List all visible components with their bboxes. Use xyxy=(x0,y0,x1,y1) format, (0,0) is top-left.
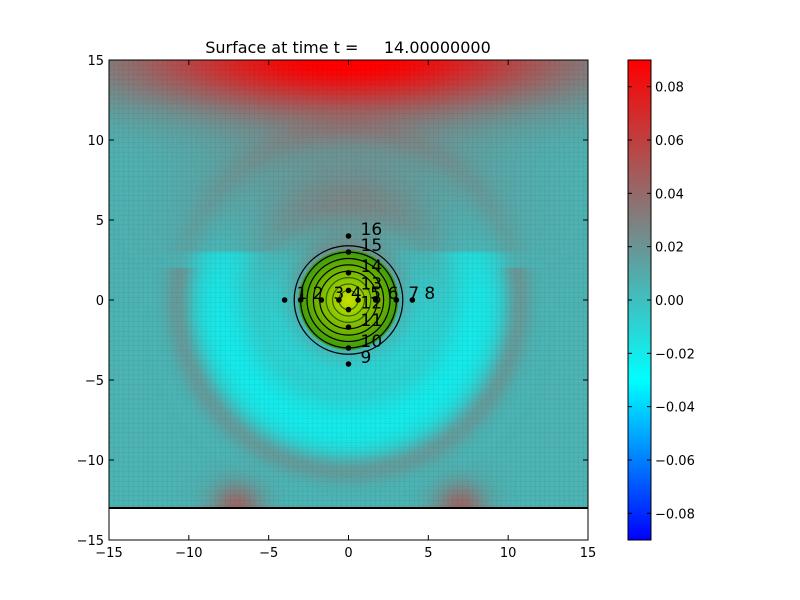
gauge-marker xyxy=(372,297,379,303)
y-tick-label: −5 xyxy=(85,374,104,389)
gauge-label: 11 xyxy=(361,311,383,331)
colorbar-tick-label: 0.04 xyxy=(655,187,684,202)
gauge-marker xyxy=(345,270,352,276)
gauge-label: 8 xyxy=(424,284,435,304)
gauge-label: 9 xyxy=(361,348,372,368)
gauge-label: 7 xyxy=(408,284,419,304)
gauge-label: 5 xyxy=(370,284,381,304)
colorbar-tick-label: 0.06 xyxy=(655,134,684,149)
chart-title: Surface at time t = 14.00000000 xyxy=(205,38,491,57)
contour-line xyxy=(325,277,372,323)
gauge-label: 12 xyxy=(361,294,383,314)
gauge-marker xyxy=(345,306,352,313)
gauge-marker xyxy=(336,297,342,303)
gauge-label: 16 xyxy=(361,220,383,240)
gauge-marker xyxy=(409,297,416,303)
colorbar-tick-label: −0.06 xyxy=(655,454,695,469)
contour-line xyxy=(306,257,391,343)
contour-line xyxy=(331,283,366,317)
x-tick-label: 10 xyxy=(500,546,517,561)
y-tick-label: −15 xyxy=(77,534,104,549)
gauge-label: 13 xyxy=(361,274,383,294)
contour-line xyxy=(293,245,404,355)
y-tick-label: 5 xyxy=(96,214,104,229)
x-tick-label: 15 xyxy=(580,546,597,561)
gauge-marker xyxy=(318,297,325,303)
colorbar-scale xyxy=(628,60,651,540)
gauge-marker xyxy=(345,324,352,331)
colorbar-tick-label: −0.04 xyxy=(655,401,695,416)
colorbar-axis: 0.08 0.06 0.04 0.02 0.00 −0.02 −0.04 −0.06 −0.08 xyxy=(628,81,695,522)
gauge-marker xyxy=(355,297,361,303)
colorbar-tick-label: −0.02 xyxy=(655,347,695,362)
x-tick-label: −10 xyxy=(175,546,202,561)
gauge-marker xyxy=(297,297,304,303)
y-tick-label: 0 xyxy=(96,294,104,309)
y-tick-label: 10 xyxy=(87,134,104,149)
gauge-marker xyxy=(345,361,352,367)
gauge-label: 6 xyxy=(388,284,399,304)
gauge-label: 15 xyxy=(361,236,383,256)
gauge-marker xyxy=(281,297,288,303)
colorbar-tick-label: 0.08 xyxy=(655,81,684,96)
gauge-label: 14 xyxy=(361,257,383,277)
colorbar-tick-label: 0.00 xyxy=(655,294,684,309)
gauge-marker xyxy=(393,297,400,303)
colorbar-tick-label: −0.08 xyxy=(655,507,695,522)
x-axis: −15 −10 −5 0 5 10 15 xyxy=(95,60,596,561)
gauge-label: 4 xyxy=(351,284,362,304)
gauge-marker xyxy=(345,345,352,351)
contour-line xyxy=(312,264,385,336)
contour-group xyxy=(293,245,404,355)
x-tick-label: 0 xyxy=(344,546,352,561)
gauge-label: 10 xyxy=(361,332,383,352)
x-tick-label: 5 xyxy=(424,546,432,561)
y-tick-label: −10 xyxy=(77,454,104,469)
gauge-marker xyxy=(345,249,352,255)
gauge-marker xyxy=(345,233,352,239)
x-tick-label: −5 xyxy=(259,546,278,561)
gauge-label: 2 xyxy=(313,284,324,304)
gauge-label: 3 xyxy=(333,284,344,304)
y-tick-label: 15 xyxy=(87,54,104,69)
x-tick-label: −15 xyxy=(95,546,122,561)
colorbar-tick-label: 0.02 xyxy=(655,241,684,256)
gauge-label: 1 xyxy=(297,284,308,304)
colorbar: 0.08 0.06 0.04 0.02 0.00 −0.02 −0.04 −0.06 −0.08 xyxy=(627,59,695,541)
gauge-marker xyxy=(345,287,352,294)
